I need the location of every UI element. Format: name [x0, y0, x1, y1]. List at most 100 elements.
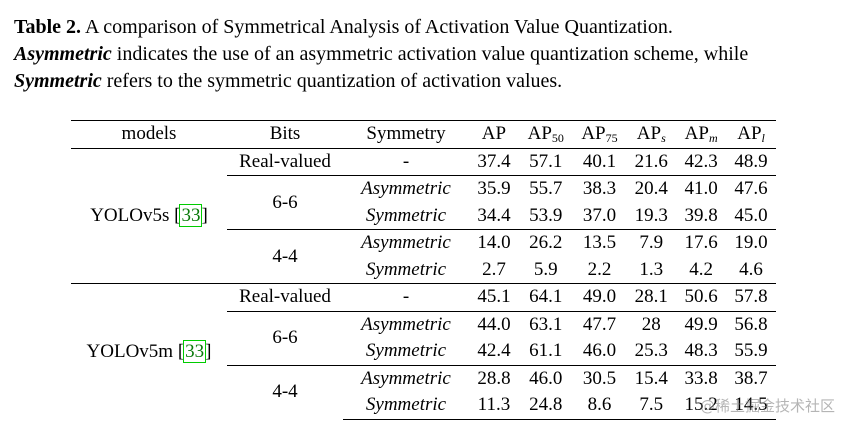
value-cell: 50.6: [676, 283, 727, 311]
table-row: 6-6 Asymmetric 35.9 55.7 38.3 20.4 41.0 47.6: [71, 175, 776, 230]
value-cell: 33.8: [676, 364, 727, 392]
symmetry-cell: -: [402, 150, 410, 172]
symmetry-cell: Symmetric: [365, 258, 447, 280]
value-cell: 15.4: [626, 364, 677, 392]
header-models: models: [71, 120, 227, 149]
value-cell: 39.8: [684, 204, 718, 226]
value-cell: 45.1: [469, 283, 519, 311]
symmetry-cell: Asymmetric: [343, 229, 469, 257]
model-name-cell: YOLOv5s [33]: [90, 203, 208, 227]
value-cell: 35.9: [469, 175, 519, 203]
symmetry-cell: Asymmetric: [343, 364, 469, 392]
value-cell: 42.3: [684, 150, 718, 172]
value-cell: 46.0: [518, 364, 573, 392]
value-cell: 42.4: [477, 340, 511, 362]
value-cell: 37.4: [477, 150, 511, 172]
symmetry-cell: Symmetric: [365, 204, 447, 226]
results-table: models Bits Symmetry AP AP50 AP75 APs AP…: [71, 120, 776, 420]
group-yolov5s: YOLOv5s [33] Real-valued - 37.4 57.1 40.1 21.6…: [71, 148, 776, 284]
caption-text-1: A comparison of Symmetrical Analysis of …: [81, 16, 673, 38]
header-apm: APm: [676, 120, 727, 149]
header-ap50: AP50: [518, 120, 573, 149]
citation-link[interactable]: 33: [179, 203, 203, 227]
table-row: Symmetric 2.7 5.9 2.2 1.3 4.2 4.6: [71, 257, 776, 284]
header-aps: APs: [626, 120, 677, 149]
value-cell: 11.3: [469, 392, 519, 420]
value-cell: 15.2: [676, 392, 727, 420]
value-cell: 7.9: [626, 229, 677, 257]
value-cell: 48.3: [684, 340, 718, 362]
value-cell: 47.6: [726, 175, 776, 203]
bits-cell: 6-6: [227, 310, 343, 365]
symmetry-cell: Symmetric: [365, 340, 447, 362]
bits-cell: 4-4: [227, 364, 343, 419]
value-cell: 4.2: [689, 258, 714, 280]
value-cell: 53.9: [529, 204, 563, 226]
value-cell: 8.6: [572, 392, 627, 420]
value-cell: 49.0: [572, 283, 627, 311]
value-cell: 46.0: [582, 340, 617, 362]
model-name: YOLOv5s: [90, 204, 175, 226]
bits-cell: Real-valued: [227, 283, 343, 311]
value-cell: 21.6: [634, 150, 668, 172]
value-cell: 14.5: [726, 392, 776, 420]
value-cell: 26.2: [518, 229, 573, 257]
value-cell: 45.0: [734, 204, 768, 226]
value-cell: 25.3: [634, 340, 668, 362]
value-cell: 48.9: [734, 150, 768, 172]
value-cell: 57.1: [529, 150, 563, 172]
symmetry-cell: Asymmetric: [343, 175, 469, 203]
value-cell: 56.8: [726, 310, 776, 338]
citation-link[interactable]: 33: [183, 339, 207, 363]
value-cell: 5.9: [533, 258, 558, 280]
value-cell: 55.9: [734, 340, 768, 362]
value-cell: 14.0: [469, 229, 519, 257]
header-ap: AP: [469, 120, 519, 149]
table-row: YOLOv5s [33] Real-valued - 37.4 57.1 40.1 21.6…: [71, 148, 776, 227]
bits-cell: 4-4: [227, 229, 343, 284]
value-cell: 41.0: [676, 175, 727, 203]
value-cell: 13.5: [572, 229, 627, 257]
header-apl: APl: [726, 120, 776, 149]
value-cell: 7.5: [626, 392, 677, 420]
value-cell: 19.0: [726, 229, 776, 257]
header-bits: Bits: [227, 120, 343, 149]
caption-label: Table 2.: [14, 16, 82, 38]
value-cell: 44.0: [469, 310, 519, 338]
value-cell: 63.1: [518, 310, 573, 338]
caption-text-3: refers to the symmetric quantization of …: [101, 70, 563, 92]
table-row: Symmetric 11.3 24.8 8.6 7.5 15.2 14.5: [71, 392, 776, 420]
value-cell: 38.3: [572, 175, 627, 203]
table-row: YOLOv5m [33] Real-valued -45.1 64.1 49.0 28.1…: [71, 283, 776, 419]
value-cell: 28.1: [626, 283, 677, 311]
group-yolov5m: YOLOv5m [33] Real-valued -45.1 64.1 49.0 28.1…: [71, 283, 776, 420]
value-cell: 30.5: [572, 364, 627, 392]
value-cell: 34.4: [477, 204, 511, 226]
value-cell: 4.6: [739, 258, 763, 280]
caption-text-2: indicates the use of an asymmetric activ…: [111, 43, 749, 65]
value-cell: 28.8: [469, 364, 519, 392]
value-cell: 24.8: [518, 392, 573, 420]
value-cell: 17.6: [676, 229, 727, 257]
value-cell: 28: [626, 310, 677, 338]
symmetry-cell: Asymmetric: [343, 310, 469, 338]
bits-cell: 6-6: [227, 175, 343, 230]
watermark-text: @稀土掘金技术社区: [699, 397, 835, 415]
value-cell: 38.7: [726, 364, 776, 392]
value-cell: 1.3: [639, 258, 664, 280]
value-cell: 64.1: [518, 283, 573, 311]
caption-asymmetric-term: Asymmetric: [14, 43, 112, 65]
symmetry-cell: -: [343, 283, 469, 311]
value-cell: 19.3: [634, 204, 668, 226]
table-row: Symmetric 34.4 53.9 37.0 19.3 39.8 45.0: [71, 203, 776, 230]
caption-symmetric-term: Symmetric: [14, 70, 102, 92]
table-caption: Table 2. A comparison of Symmetrical Ana…: [14, 14, 840, 95]
header-row: models Bits Symmetry AP AP50 AP75 APs AP…: [71, 120, 776, 149]
table-row: 4-4 Asymmetric 14.0 26.2 13.5 7.9 17.6 19.0: [71, 229, 776, 284]
header-ap75: AP75: [572, 120, 627, 149]
symmetry-cell: Symmetric: [343, 392, 469, 420]
value-cell: 37.0: [582, 204, 617, 226]
value-cell: 57.8: [726, 283, 776, 311]
model-name: YOLOv5m: [86, 340, 178, 362]
value-cell: 40.1: [582, 150, 617, 172]
